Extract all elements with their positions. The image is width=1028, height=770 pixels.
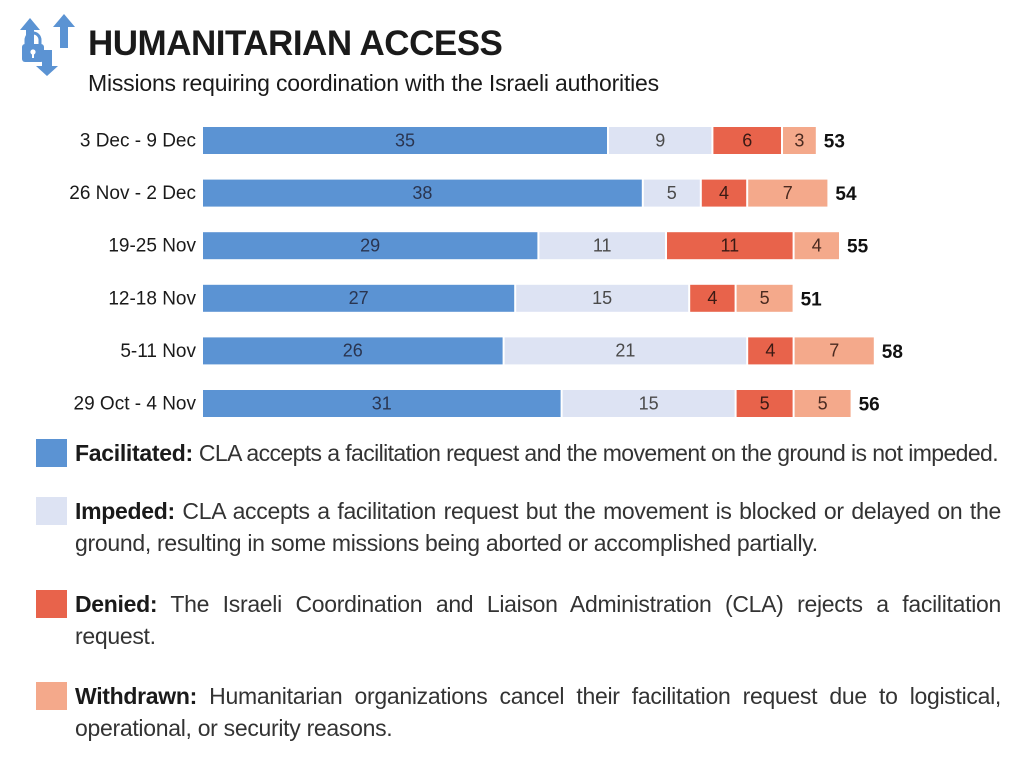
bar-segment-withdrawn	[794, 390, 851, 417]
category-label: 19-25 Nov	[108, 236, 196, 257]
bar-segment-impeded	[562, 390, 735, 417]
bar-segment-facilitated	[203, 127, 607, 154]
category-label: 5-11 Nov	[120, 341, 196, 362]
bar-segment-withdrawn	[794, 337, 874, 365]
bar-segment-facilitated	[203, 337, 503, 365]
total-label: 51	[801, 289, 823, 310]
bar-segment-withdrawn	[736, 284, 793, 312]
legend-term: Withdrawn:	[75, 683, 197, 709]
bar-segment-impeded	[609, 127, 712, 154]
segment-value-label: 5	[667, 183, 677, 203]
bar-segment-denied	[667, 232, 793, 260]
category-label: 12-18 Nov	[108, 288, 196, 309]
bar-segment-impeded	[539, 232, 665, 260]
segment-value-label: 27	[349, 288, 369, 308]
segment-value-label: 7	[829, 341, 839, 361]
category-label: 29 Oct - 4 Nov	[74, 394, 197, 415]
bar-segment-facilitated	[203, 390, 561, 417]
bar-segment-denied	[713, 127, 781, 154]
segment-value-label: 5	[760, 288, 770, 308]
legend-term: Facilitated:	[75, 440, 193, 466]
legend-swatch-withdrawn	[36, 682, 67, 710]
segment-value-label: 5	[760, 393, 770, 413]
total-label: 53	[824, 132, 845, 153]
segment-value-label: 4	[719, 183, 729, 203]
bar-segment-impeded	[504, 337, 747, 365]
category-label: 3 Dec - 9 Dec	[80, 131, 196, 152]
bar-segment-denied	[701, 179, 747, 207]
segment-value-label: 7	[783, 183, 793, 203]
legend-term: Denied:	[75, 591, 158, 617]
chart-subtitle: Missions requiring coordination with the…	[88, 70, 659, 96]
legend-swatch-facilitated	[36, 439, 67, 467]
segment-value-label: 21	[615, 341, 635, 361]
legend-description: CLA accepts a facilitation request and t…	[198, 440, 999, 466]
segment-value-label: 5	[818, 393, 828, 413]
legend-item-facilitated: Facilitated: CLA accepts a facilitation …	[36, 437, 1001, 469]
bar-segment-facilitated	[203, 284, 515, 312]
segment-value-label: 4	[765, 341, 775, 361]
segment-value-label: 4	[812, 235, 822, 255]
segment-value-label: 11	[593, 235, 612, 255]
bar-segment-facilitated	[203, 179, 642, 207]
legend-swatch-denied	[36, 590, 67, 618]
legend-term: Impeded:	[75, 498, 175, 524]
total-label: 58	[882, 342, 903, 363]
bar-segment-withdrawn	[783, 127, 816, 154]
bar-segment-withdrawn	[794, 232, 839, 260]
total-label: 56	[859, 395, 880, 416]
segment-value-label: 35	[395, 130, 415, 150]
segment-value-label: 9	[655, 130, 665, 150]
segment-value-label: 38	[412, 183, 432, 203]
segment-value-label: 3	[794, 130, 804, 150]
legend-swatch-impeded	[36, 497, 67, 525]
bar-segment-withdrawn	[748, 179, 828, 207]
legend-description: The Israeli Coordination and Liaison Adm…	[75, 591, 1001, 649]
legend-description: CLA accepts a facilitation request but t…	[75, 498, 1002, 556]
category-label: 26 Nov - 2 Dec	[69, 183, 196, 204]
legend-item-denied: Denied: The Israeli Coordination and Lia…	[36, 588, 1001, 652]
segment-value-label: 31	[372, 393, 392, 413]
total-label: 55	[847, 237, 869, 258]
segment-value-label: 15	[592, 288, 612, 308]
chart-title: HUMANITARIAN ACCESS	[88, 24, 503, 63]
segment-value-label: 6	[742, 130, 752, 150]
segment-value-label: 26	[343, 341, 363, 361]
legend-item-impeded: Impeded: CLA accepts a facilitation requ…	[36, 495, 1001, 559]
bar-segment-denied	[690, 284, 735, 312]
bar-segment-denied	[748, 337, 793, 365]
access-arrows-lock-icon	[20, 14, 75, 76]
bar-segment-facilitated	[203, 232, 538, 260]
total-label: 54	[835, 184, 857, 205]
legend-description: Humanitarian organizations cancel their …	[75, 683, 1002, 741]
bar-segment-impeded	[643, 179, 700, 207]
segment-value-label: 4	[707, 288, 717, 308]
bar-segment-impeded	[516, 284, 689, 312]
legend-item-withdrawn: Withdrawn: Humanitarian organizations ca…	[36, 680, 1001, 744]
segment-value-label: 29	[360, 235, 380, 255]
segment-value-label: 11	[720, 235, 739, 255]
bar-segment-denied	[736, 390, 793, 417]
segment-value-label: 15	[639, 393, 659, 413]
